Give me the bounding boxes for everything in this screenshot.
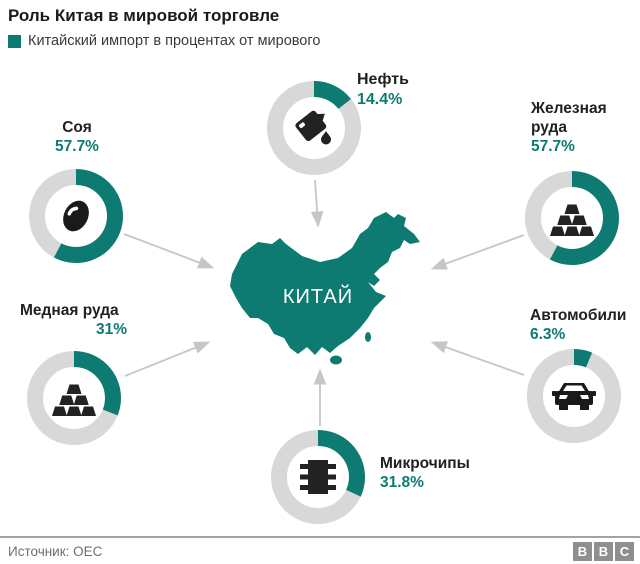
gauge-microchips-label: Микрочипы 31.8% xyxy=(380,455,470,491)
legend-label: Китайский импорт в процентах от мирового xyxy=(28,33,321,49)
oil-canister-icon xyxy=(295,110,331,145)
arrow-soy-to-china xyxy=(123,233,215,269)
footer-divider xyxy=(0,536,640,538)
china-silhouette xyxy=(230,212,420,355)
bbc-logo-letter: C xyxy=(615,542,634,561)
soybean-icon xyxy=(63,200,89,232)
hainan-island xyxy=(330,355,342,365)
bbc-logo-letter: B xyxy=(594,542,613,561)
gauge-oil-label: Нефть 14.4% xyxy=(357,71,409,108)
donut-iron-ore xyxy=(525,171,619,265)
legend: Китайский импорт в процентах от мирового xyxy=(8,33,320,49)
source-text: Источник: OEC xyxy=(8,544,103,559)
page-title: Роль Китая в мировой торговле xyxy=(8,6,280,25)
metal-ingots-icon xyxy=(52,384,96,416)
china-label: КИТАЙ xyxy=(283,284,353,308)
arrow-copper-to-china xyxy=(124,341,211,377)
metal-ingots-icon xyxy=(550,204,594,236)
car-front-icon xyxy=(552,383,596,410)
taiwan-island xyxy=(365,332,371,342)
microchip-icon xyxy=(300,460,336,494)
china-map: КИТАЙ xyxy=(230,212,420,365)
donut-copper-ore xyxy=(27,351,121,445)
gauge-soy-label: Соя 57.7% xyxy=(55,119,99,155)
bbc-logo: B B C xyxy=(573,542,634,561)
arrow-oil-to-china xyxy=(310,179,324,228)
arrow-iron-to-china xyxy=(430,234,525,270)
gauge-copper-ore-label: Медная руда 31% xyxy=(20,302,127,338)
bbc-logo-letter: B xyxy=(573,542,592,561)
gauge-cars-label: Автомобили 6.3% xyxy=(530,307,627,343)
gauge-iron-ore-label: Железная руда 57.7% xyxy=(531,100,607,155)
legend-swatch xyxy=(8,34,21,48)
arrow-car-to-china xyxy=(430,341,525,376)
